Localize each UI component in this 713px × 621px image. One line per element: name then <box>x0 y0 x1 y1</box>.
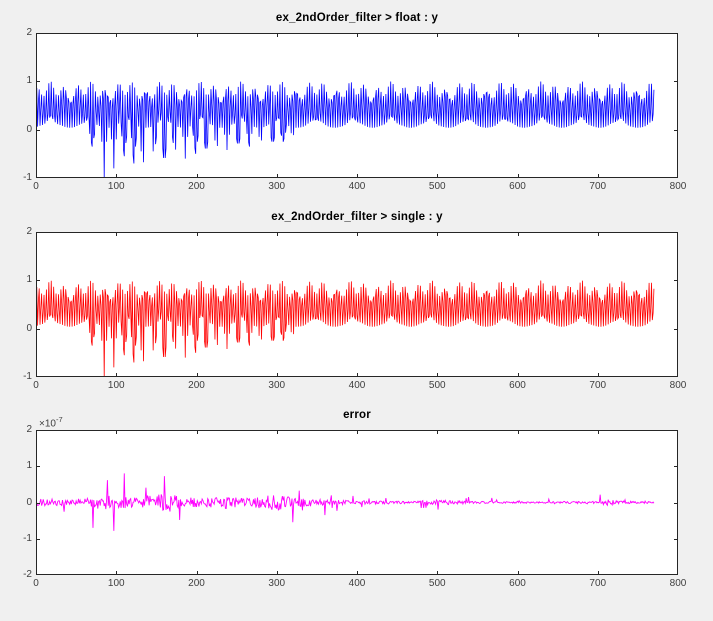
x-tick-label: 600 <box>509 380 526 391</box>
y-tick-label: 1 <box>26 274 32 286</box>
x-tick-label: 400 <box>348 181 366 192</box>
x-tick-label: 500 <box>428 578 446 589</box>
x-tick-label: 0 <box>33 181 39 192</box>
y-tick-label: -1 <box>23 532 32 544</box>
x-tick-label: 100 <box>107 578 125 589</box>
plot-canvas <box>36 430 678 575</box>
y-tick-label: 1 <box>26 460 32 472</box>
exponent-power: -7 <box>55 415 63 424</box>
plot-area-error <box>36 430 678 575</box>
x-tick-label: 100 <box>107 380 125 391</box>
axes-box <box>36 232 678 377</box>
y-tick-label: 0 <box>26 123 32 135</box>
axes-box <box>36 33 678 178</box>
y-tick-label: 0 <box>26 322 32 334</box>
data-series <box>36 280 655 377</box>
x-tick-label: 800 <box>669 181 687 192</box>
x-tick-label: 200 <box>188 578 205 589</box>
y-tick-label: 2 <box>26 226 32 237</box>
x-tick-label: 800 <box>669 380 687 391</box>
y-tick-label: 1 <box>26 75 32 87</box>
y-tick-label: 0 <box>26 496 32 508</box>
x-tick-label: 500 <box>428 380 446 391</box>
subplot-float-y: ex_2ndOrder_filter > float : y 0 100 200 30… <box>23 12 686 192</box>
subplot-single-y: ex_2ndOrder_filter > single : y 0 100 200 3… <box>23 211 686 391</box>
x-tick-label: 400 <box>348 380 366 391</box>
y-axis-exponent-label: ×10-7 <box>39 415 63 429</box>
data-series <box>36 81 655 178</box>
chart-title-error: error <box>343 409 371 421</box>
x-tick-label: 800 <box>669 578 687 589</box>
y-tick-label: -2 <box>23 569 32 580</box>
x-tick-label: 400 <box>348 578 366 589</box>
x-tick-label: 700 <box>589 181 607 192</box>
x-tick-label: 300 <box>268 578 286 589</box>
plot-area-float <box>36 33 678 178</box>
x-tick-label: 300 <box>268 181 286 192</box>
data-series <box>36 473 655 531</box>
chart-title-single: ex_2ndOrder_filter > single : y <box>271 211 443 223</box>
x-tick-label: 700 <box>589 380 607 391</box>
x-tick-label: 200 <box>188 181 205 192</box>
x-tick-label: 600 <box>509 181 526 192</box>
axes-box <box>36 430 678 575</box>
y-tick-label: -1 <box>23 371 32 382</box>
subplot-error: error ×10-7 0 100 200 300 400 500 600 700 800 -2 -… <box>23 409 686 589</box>
x-tick-label: 300 <box>268 380 286 391</box>
y-tick-label: -1 <box>23 172 32 183</box>
x-tick-label: 600 <box>509 578 526 589</box>
x-tick-label: 700 <box>589 578 607 589</box>
exponent-base: ×10 <box>39 418 56 430</box>
plot-canvas <box>36 33 678 178</box>
x-tick-label: 100 <box>107 181 125 192</box>
y-tick-label: 2 <box>26 424 32 435</box>
plot-canvas <box>36 232 678 377</box>
x-tick-label: 200 <box>188 380 205 391</box>
x-tick-label: 0 <box>33 380 39 391</box>
x-tick-label: 500 <box>428 181 446 192</box>
plot-area-single <box>36 232 678 377</box>
x-tick-label: 0 <box>33 578 39 589</box>
y-tick-label: 2 <box>26 27 32 38</box>
chart-title-float: ex_2ndOrder_filter > float : y <box>275 12 439 24</box>
